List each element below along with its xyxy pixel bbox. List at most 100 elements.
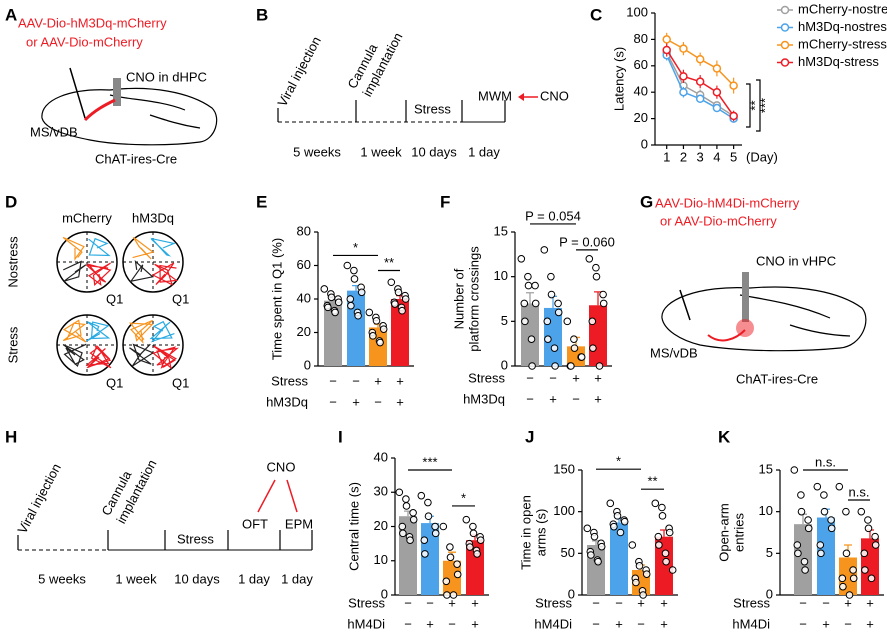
data-point bbox=[521, 317, 529, 326]
data-point bbox=[520, 299, 529, 308]
y-tick-label: 10 bbox=[759, 503, 773, 518]
quadrant-line bbox=[123, 232, 183, 292]
data-point bbox=[469, 522, 477, 531]
data-point bbox=[658, 512, 667, 520]
data-point bbox=[599, 290, 607, 299]
point bbox=[712, 64, 722, 73]
data-point bbox=[554, 299, 562, 308]
x-tick-label: 3 bbox=[697, 149, 704, 164]
point bbox=[695, 77, 705, 86]
data-point bbox=[334, 298, 343, 307]
point bbox=[662, 45, 671, 55]
x-tick-label: 5 bbox=[730, 149, 737, 164]
data-point bbox=[658, 503, 666, 512]
y-tick-label: 20 bbox=[297, 324, 311, 339]
panel-letter: J bbox=[525, 427, 534, 446]
condition-value: − bbox=[615, 595, 623, 610]
column-label: hM3Dq bbox=[132, 210, 174, 225]
point bbox=[662, 35, 671, 44]
data-point bbox=[793, 541, 802, 549]
virus-label: AAV-Dio-hM4Di-mCherry bbox=[655, 195, 800, 210]
mouse-label: ChAT-ires-Cre bbox=[95, 151, 177, 166]
y-tick-label: 60 bbox=[297, 257, 311, 272]
swim-path bbox=[132, 236, 155, 260]
condition-value: + bbox=[866, 595, 874, 610]
y-tick-label: 0 bbox=[641, 136, 648, 151]
bar bbox=[324, 300, 342, 366]
condition-label: Stress bbox=[733, 595, 770, 610]
condition-value: − bbox=[592, 595, 600, 610]
data-point bbox=[350, 266, 358, 275]
significance-bracket bbox=[756, 79, 761, 132]
significance-label: ** bbox=[747, 100, 762, 110]
y-tick-label: 10 bbox=[374, 552, 388, 567]
data-point bbox=[816, 541, 825, 549]
duration: 1 day bbox=[281, 571, 313, 586]
data-point bbox=[446, 553, 455, 562]
brain-outline bbox=[661, 286, 867, 352]
condition-value: + bbox=[660, 595, 668, 610]
y-axis-label: arms (s) bbox=[533, 509, 548, 557]
y-tick-label: 5 bbox=[766, 545, 773, 560]
data-point bbox=[347, 301, 355, 310]
data-point bbox=[406, 536, 414, 545]
event-label: CNO bbox=[540, 88, 569, 103]
cannula bbox=[742, 272, 749, 322]
y-tick-label: 20 bbox=[374, 518, 388, 533]
x-tick-label: 1 bbox=[663, 149, 670, 164]
row-label: Nostress bbox=[5, 236, 20, 288]
condition-value: + bbox=[448, 595, 456, 610]
data-point bbox=[446, 543, 454, 551]
condition-value: − bbox=[799, 616, 807, 631]
condition-label: hM3Dq bbox=[463, 391, 505, 406]
data-point bbox=[587, 551, 595, 559]
data-point bbox=[462, 515, 471, 524]
region-label: MS/vDB bbox=[30, 124, 78, 139]
panel-a: AAV-Dio-hM3Dq-mCherry or AAV-Dio-mCherry… bbox=[18, 15, 218, 166]
data-point bbox=[547, 290, 556, 299]
data-point bbox=[820, 507, 829, 516]
duration: 1 week bbox=[360, 144, 402, 159]
swim-path bbox=[62, 260, 87, 282]
data-point bbox=[590, 532, 599, 541]
event-label: CNO bbox=[267, 459, 296, 474]
condition-label: Stress bbox=[271, 373, 308, 388]
data-point bbox=[620, 517, 629, 526]
point bbox=[679, 87, 688, 97]
data-point bbox=[857, 507, 866, 516]
y-axis-label: entries bbox=[731, 512, 746, 552]
data-point bbox=[476, 536, 485, 545]
data-point bbox=[528, 362, 536, 370]
condition-value: + bbox=[822, 616, 830, 631]
y-tick-label: 10 bbox=[494, 268, 508, 283]
cno-label: CNO in vHPC bbox=[756, 253, 836, 268]
quadrant-label: Q1 bbox=[106, 375, 123, 390]
y-tick-label: 40 bbox=[374, 449, 388, 464]
data-point bbox=[570, 335, 578, 344]
panel-letter: D bbox=[5, 192, 17, 211]
x-tick-label: 2 bbox=[680, 149, 687, 164]
data-point bbox=[394, 288, 403, 297]
data-point bbox=[665, 528, 674, 537]
condition-label: Stress bbox=[535, 595, 572, 610]
swim-path bbox=[85, 344, 112, 369]
data-point bbox=[820, 491, 828, 499]
data-point bbox=[585, 254, 594, 263]
data-point bbox=[398, 522, 407, 531]
significance-label: P = 0.060 bbox=[559, 234, 615, 249]
condition-value: + bbox=[660, 616, 668, 631]
data-point bbox=[835, 482, 844, 491]
data-point bbox=[642, 570, 651, 578]
bar bbox=[347, 290, 365, 366]
data-point bbox=[632, 578, 640, 587]
data-point bbox=[594, 557, 602, 566]
panel-b: Viral injection Cannula implantation Str… bbox=[274, 30, 568, 159]
data-point bbox=[790, 466, 799, 474]
data-point bbox=[399, 529, 407, 538]
significance-label: * bbox=[461, 490, 466, 505]
data-point bbox=[365, 308, 374, 317]
syringe bbox=[69, 67, 86, 119]
condition-value: + bbox=[866, 616, 874, 631]
data-point bbox=[800, 557, 809, 566]
quadrant-label: Q1 bbox=[172, 291, 189, 306]
